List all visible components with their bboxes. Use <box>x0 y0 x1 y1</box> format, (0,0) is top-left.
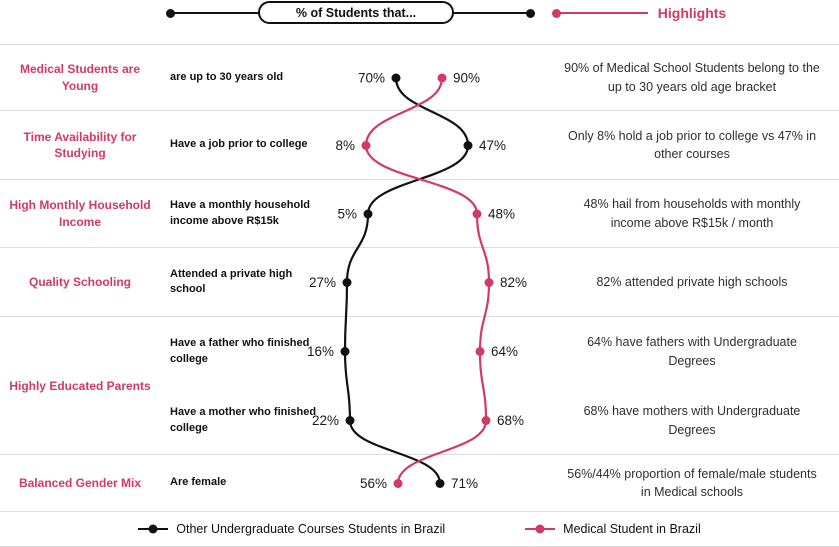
row-quality-schooling: Quality Schooling Attended a private hig… <box>0 248 839 317</box>
legend-label-medical: Medical Student in Brazil <box>563 522 701 536</box>
legend-marker-other <box>138 524 169 534</box>
category-gender-mix: Balanced Gender Mix <box>18 475 142 490</box>
legend-marker-medical <box>525 524 556 534</box>
legend-dot-medical <box>535 524 545 534</box>
legend: Other Undergraduate Courses Students in … <box>0 512 839 547</box>
descriptor-up-to-30: are up to 30 years old <box>170 70 284 83</box>
highlights-title: Highlights <box>657 5 727 21</box>
row-gender-mix: Balanced Gender Mix Are female 56%/44% p… <box>0 455 839 512</box>
descriptor-father-college: Have a father who finished college <box>170 337 310 365</box>
highlight-income-15k: 48% hail from households with monthly in… <box>583 197 801 230</box>
descriptor-female: Are female <box>170 476 227 489</box>
descriptor-income-15k: Have a monthly household income above R$… <box>170 199 310 227</box>
legend-dot-other <box>148 524 158 534</box>
group-highly-educated-parents: Highly Educated Parents Have a father wh… <box>0 317 839 455</box>
highlight-father-college: 64% have fathers with Undergraduate Degr… <box>587 335 797 368</box>
legend-item-medical: Medical Student in Brazil <box>525 522 701 536</box>
descriptor-job-prior: Have a job prior to college <box>170 138 308 151</box>
legend-item-other: Other Undergraduate Courses Students in … <box>138 522 445 536</box>
category-quality-schooling: Quality Schooling <box>28 274 131 289</box>
descriptor-private-school: Attended a private high school <box>170 267 293 295</box>
header-band: % of Students that... Highlights <box>0 0 839 45</box>
category-time-availability: Time Availability for Studying <box>23 129 137 160</box>
row-father-college: Have a father who finished college 64% h… <box>160 317 839 386</box>
category-household-income: High Monthly Household Income <box>9 198 151 229</box>
row-mother-college: Have a mother who finished college 68% h… <box>160 386 839 455</box>
category-medical-students-are-young: Medical Students are Young <box>19 62 141 93</box>
axis-title-pill: % of Students that... <box>258 1 454 24</box>
highlight-mother-college: 68% have mothers with Undergraduate Degr… <box>583 404 801 437</box>
legend-label-other: Other Undergraduate Courses Students in … <box>176 522 446 536</box>
highlight-female: 56%/44% proportion of female/male studen… <box>567 466 817 499</box>
highlights-line <box>556 12 648 14</box>
axis-endpoint-dot-right <box>525 8 535 18</box>
highlight-job-prior: Only 8% hold a job prior to college vs 4… <box>567 128 817 161</box>
row-household-income: High Monthly Household Income Have a mon… <box>0 180 839 248</box>
parents-subrows: Have a father who finished college 64% h… <box>160 317 839 455</box>
category-highly-educated-parents: Highly Educated Parents <box>9 378 151 393</box>
axis-endpoint-dot-left <box>165 8 175 18</box>
descriptor-mother-college: Have a mother who finished college <box>170 406 317 434</box>
highlight-up-to-30: 90% of Medical School Students belong to… <box>564 61 820 94</box>
row-time-availability: Time Availability for Studying Have a jo… <box>0 111 839 180</box>
row-medical-students-are-young: Medical Students are Young are up to 30 … <box>0 45 839 111</box>
axis-title: % of Students that... <box>295 5 417 20</box>
highlight-private-school: 82% attended private high schools <box>596 274 788 289</box>
